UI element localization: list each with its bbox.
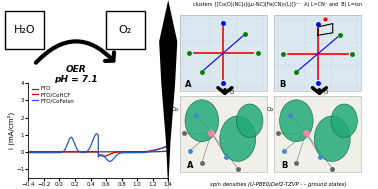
Polygon shape [159,0,177,189]
FTO/CoFeIsn [40,152,45,154]
Text: O: O [230,91,234,95]
FTO/CoFeIsn [83,151,87,153]
Ellipse shape [220,116,256,161]
FTO/CoHCF [83,151,87,153]
FTO/CoFeIsn [94,133,99,135]
FTO/CoHCF [40,151,45,153]
FTO/CoHCF [101,155,106,157]
Text: B: B [280,80,286,89]
FTO/CoHCF [138,151,143,153]
FTO/CoFeIsn [166,144,170,147]
FTO [88,151,92,153]
FTO/CoHCF [135,151,140,153]
Text: O₂: O₂ [119,25,132,35]
X-axis label: E (V vs SCE): E (V vs SCE) [77,188,119,189]
FTO/CoFeIsn [108,160,112,163]
Text: H₂O: H₂O [13,25,35,35]
Text: clusters {[Co(O)(NC)₄](μ₂-NC)[Fe(CN)₅(L)]}ⁿ⁻  A) L=CN⁻ and  B) L=isn: clusters {[Co(O)(NC)₄](μ₂-NC)[Fe(CN)₅(L)… [194,2,362,7]
Line: FTO: FTO [28,151,168,152]
Ellipse shape [314,116,350,161]
Ellipse shape [185,100,218,142]
FTO/CoFeIsn [26,152,31,154]
Text: spin densities (U-PBE0/Def2-TZVP - – ground states): spin densities (U-PBE0/Def2-TZVP - – gro… [209,182,346,187]
FTO/CoHCF [122,151,127,153]
Line: FTO/CoFeIsn: FTO/CoFeIsn [28,134,168,161]
Text: Co: Co [266,107,274,112]
Ellipse shape [280,100,313,142]
FTO/CoFeIsn [88,146,92,149]
Text: B: B [281,161,288,170]
Text: Co: Co [172,107,179,112]
FTO/CoFeIsn [135,152,140,154]
FTO/CoFeIsn [122,152,127,154]
Ellipse shape [237,104,263,137]
FTO [138,151,142,153]
FTO/CoFeIsn [138,152,143,154]
FancyBboxPatch shape [106,11,145,50]
FTO/CoHCF [88,151,92,153]
Text: A: A [185,80,192,89]
Text: O: O [324,91,328,95]
FTO [83,151,87,153]
FTO [166,150,170,152]
FTO [26,151,31,153]
FancyBboxPatch shape [5,11,44,50]
Y-axis label: i (mA/cm²): i (mA/cm²) [7,112,15,149]
FTO/CoHCF [166,145,170,147]
FTO/CoHCF [26,151,31,153]
Legend: FTO, FTO/CoHCF, FTO/CoFeIsn: FTO, FTO/CoHCF, FTO/CoFeIsn [31,86,74,104]
Text: OER
pH = 7.1: OER pH = 7.1 [54,65,98,84]
FTO [122,151,127,153]
Text: A: A [187,161,194,170]
Ellipse shape [331,104,358,137]
FTO [40,151,45,153]
FTO [135,151,140,153]
Line: FTO/CoHCF: FTO/CoHCF [28,146,168,156]
